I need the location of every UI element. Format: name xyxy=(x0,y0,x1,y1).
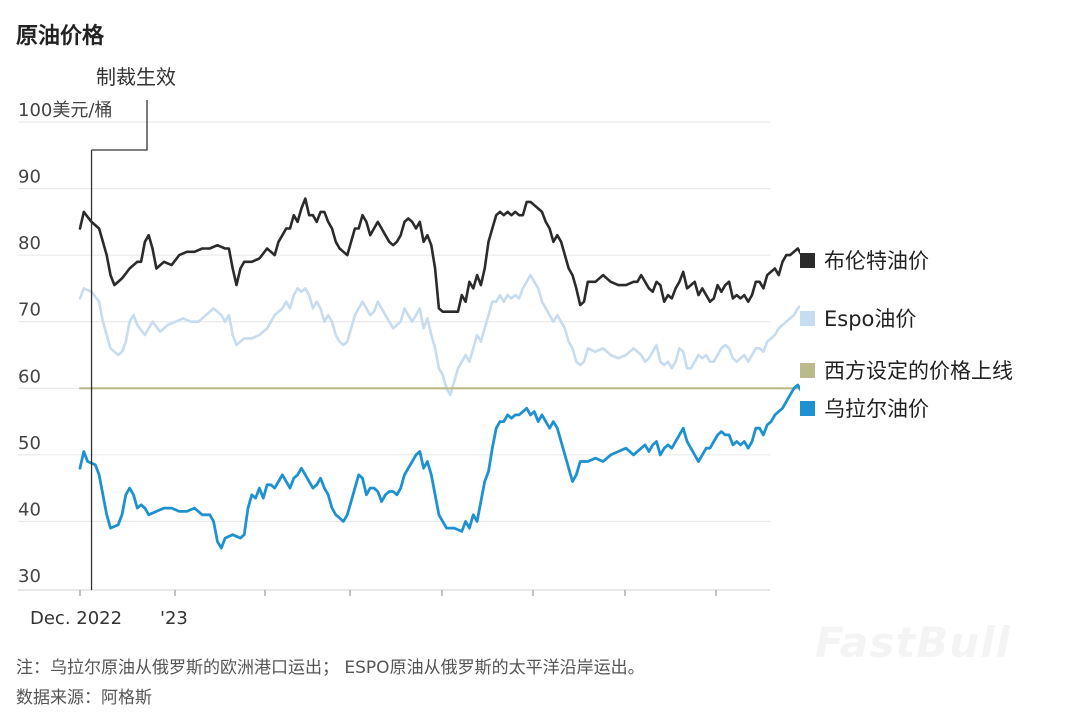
line-chart: 100美元/桶 90 80 70 60 50 40 30 Dec. 2022 '23 制裁生效 xyxy=(18,65,800,629)
watermark-logo: FastBull xyxy=(815,618,1011,667)
legend-swatch xyxy=(800,362,815,378)
annotation-label: 制裁生效 xyxy=(96,65,176,89)
legend-label: Espo油价 xyxy=(824,307,917,331)
legend-label: 布伦特油价 xyxy=(824,249,929,273)
x-tick-label: '23 xyxy=(160,608,188,629)
y-tick-label: 80 xyxy=(18,233,41,254)
footnote-note: 注：乌拉尔原油从俄罗斯的欧洲港口运出； ESPO原油从俄罗斯的太平洋沿岸运出。 xyxy=(16,658,645,678)
series-line-espo xyxy=(78,273,800,397)
legend-swatch xyxy=(800,400,815,416)
y-tick-label: 30 xyxy=(18,566,41,587)
y-tick-label: 90 xyxy=(18,167,41,188)
legend-item: 布伦特油价 xyxy=(800,245,929,275)
x-tick-label: Dec. 2022 xyxy=(30,608,122,629)
y-tick-label: 60 xyxy=(18,366,41,387)
series-line-urals xyxy=(78,383,800,550)
legend-label: 乌拉尔油价 xyxy=(824,397,929,421)
legend-item: 西方设定的价格上线 xyxy=(800,355,1013,385)
footnote-source: 数据来源：阿格斯 xyxy=(16,688,152,708)
chart-title: 原油价格 xyxy=(16,24,105,49)
legend-item: 乌拉尔油价 xyxy=(800,393,929,423)
legend-swatch xyxy=(800,310,815,326)
annotation-leader xyxy=(91,100,148,151)
y-tick-label: 70 xyxy=(18,300,41,321)
series-line-brent xyxy=(78,197,800,314)
legend-label: 西方设定的价格上线 xyxy=(824,359,1013,383)
y-tick-label: 100美元/桶 xyxy=(18,100,112,121)
y-tick-label: 50 xyxy=(18,433,41,454)
legend-item: Espo油价 xyxy=(800,303,916,333)
y-tick-label: 40 xyxy=(18,499,41,520)
legend-swatch xyxy=(800,252,815,268)
